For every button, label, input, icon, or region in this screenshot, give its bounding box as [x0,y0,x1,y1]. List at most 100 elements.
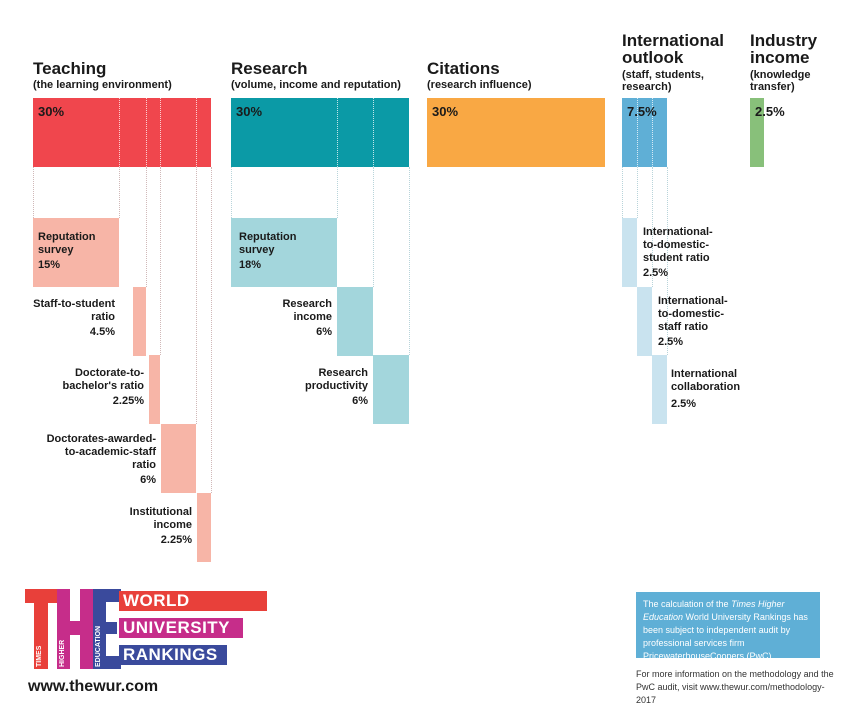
intl-staff-ratio-bar [637,287,652,356]
international-connector [652,167,653,287]
label-line: International [671,368,738,380]
intl-staff-ratio-label: International- to-domestic- staff ratio … [658,295,728,349]
pillar-title: income [750,48,810,67]
teaching-divider [146,98,147,167]
teaching-doctorates-awarded-bar [161,424,196,493]
label-line: Reputation [239,231,297,243]
teaching-connector [211,167,212,493]
label-value: 18% [239,259,262,271]
international-value: 7.5% [627,104,657,119]
pillar-title: Industry [750,31,818,50]
audit-note-italic: Times Higher Education [643,599,785,622]
pillar-international-heading: International outlook (staff, students, … [622,32,724,93]
label-line: survey [38,244,74,256]
label-line: Staff-to-student [33,298,115,310]
label-line: bachelor's ratio [62,380,144,392]
audit-note-box: The calculation of the Times Higher Educ… [636,592,820,661]
citations-bar [427,98,605,167]
research-value: 30% [236,104,263,119]
pillar-title: Citations [427,59,500,78]
research-reputation-bar [231,218,337,287]
website-url[interactable]: www.thewur.com [28,678,159,695]
logo-vertical-word: TIMES [36,645,43,667]
pillar-subtitle: (staff, students, [622,69,704,81]
international-connector [667,167,668,355]
label-value: 4.5% [89,326,115,338]
label-value: 6% [352,395,368,407]
industry-bar [750,98,764,167]
research-divider [337,98,338,167]
teaching-institutional-income-label: Institutional income 2.25% [130,506,192,547]
intl-collaboration-bar [652,355,667,424]
research-productivity-bar [373,355,409,424]
industry-value: 2.5% [755,104,785,119]
label-line: income [293,311,332,323]
label-line: Doctorate-to- [74,367,144,379]
label-line: ratio [132,459,156,471]
logo-vertical-word: HIGHER [59,639,66,667]
research-income-label: Research income 6% [282,298,332,339]
research-connector [231,167,232,218]
teaching-doctorate-bachelor-bar [149,355,160,424]
label-value: 6% [316,326,332,338]
label-value: 2.5% [643,267,669,279]
teaching-value: 30% [38,104,65,119]
teaching-divider [196,98,197,167]
the-wur-logo: TIMES HIGHER EDUCATION WORLD UNIVERSITY … [25,589,270,671]
international-connector [622,167,623,218]
teaching-bar [33,98,211,167]
label-line: International- [643,226,713,238]
teaching-connector [160,167,161,355]
pillar-subtitle: (research influence) [427,79,532,91]
citations-value: 30% [432,104,459,119]
pillar-subtitle: (volume, income and reputation) [231,79,401,91]
teaching-staff-ratio-label: Staff-to-student ratio 4.5% [33,298,115,339]
label-value: 2.25% [112,395,144,407]
research-connector [373,167,374,287]
label-line: productivity [305,380,368,392]
label-value: 2.25% [160,534,192,546]
label-line: staff ratio [658,321,709,333]
pillar-title: International [622,31,725,50]
more-info-note: For more information on the methodology … [636,669,834,705]
label-line: survey [239,244,275,256]
teaching-divider [119,98,120,167]
teaching-divider [160,98,161,167]
logo-line-university: UNIVERSITY [119,618,243,638]
research-reputation-label: Reputation survey 18% [239,231,296,272]
pillar-teaching-heading: Teaching (the learning environment) [33,60,172,91]
label-line: collaboration [671,381,741,393]
label-line: Research [282,298,332,310]
label-line: to-domestic- [643,239,709,251]
pillar-subtitle: research) [622,81,672,93]
research-connector [409,167,410,355]
intl-student-ratio-bar [622,218,637,287]
logo-line-rankings: RANKINGS [119,645,227,665]
label-line: Reputation [38,231,96,243]
pillar-title: outlook [622,48,684,67]
label-line: International- [658,295,728,307]
pillar-industry-heading: Industry income (knowledge transfer) [750,32,817,93]
label-value: 2.5% [671,398,697,410]
label-line: Institutional [129,506,192,518]
research-productivity-label: Research productivity 6% [305,367,368,408]
international-connector [637,167,638,218]
teaching-doctorates-awarded-label: Doctorates-awarded- to-academic-staff ra… [47,433,156,487]
pillar-subtitle: transfer) [750,81,795,93]
pillar-title: Research [231,59,308,78]
pillar-research-heading: Research (volume, income and reputation) [231,60,401,91]
teaching-reputation-label: Reputation survey 15% [38,231,95,272]
label-line: ratio [91,311,115,323]
label-line: Research [318,367,368,379]
logo-vertical-word: EDUCATION [95,625,102,667]
intl-collaboration-label: International collaboration 2.5% [671,368,740,411]
label-line: income [153,519,192,531]
teaching-staff-ratio-bar [133,287,146,356]
teaching-institutional-income-bar [197,493,211,562]
pillar-subtitle: (the learning environment) [33,79,172,91]
teaching-connector [119,167,120,218]
intl-student-ratio-label: International- to-domestic- student rati… [643,226,713,280]
teaching-doctorate-bachelor-label: Doctorate-to- bachelor's ratio 2.25% [63,367,144,408]
label-line: to-academic-staff [64,446,156,458]
label-value: 6% [140,474,156,486]
